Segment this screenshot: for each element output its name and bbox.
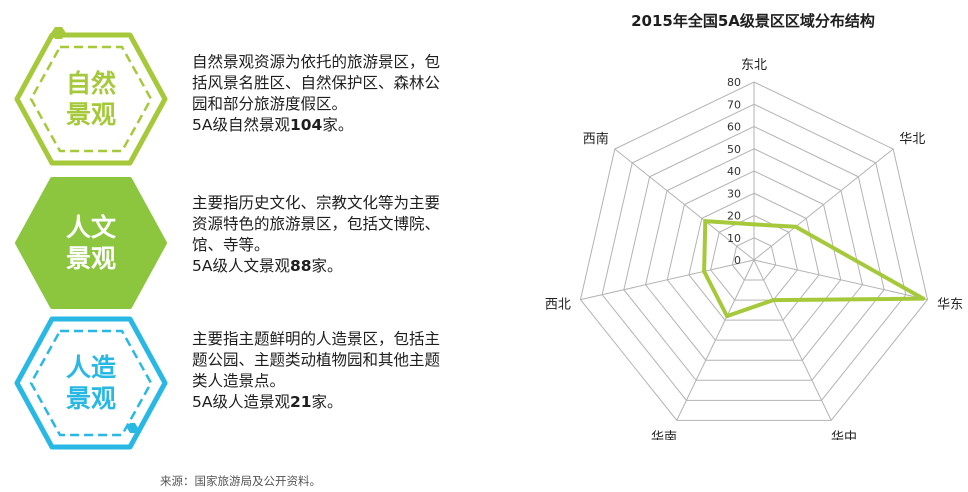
manmade-description: 主要指主题鲜明的人造景区，包括主 题公园、主题类动植物园和其他主题 类人造景点。… <box>192 329 497 413</box>
radar-series <box>702 219 926 319</box>
radar-axis-label: 华南 <box>651 430 677 440</box>
radar-grid <box>579 81 929 421</box>
cultural-desc-line: 资源特色的旅游景区，包括文博院、 <box>192 215 441 233</box>
radar-grid-ring <box>710 214 798 301</box>
radar-spoke <box>676 259 755 421</box>
radar-axis-label: 华北 <box>899 132 925 147</box>
manmade-badge-label: 人造 景观 <box>14 316 168 450</box>
cultural-badge-label: 人文 景观 <box>14 176 168 310</box>
cultural-title-line1: 人文 <box>65 212 116 242</box>
natural-desc-line: 园和部分旅游度假区。 <box>192 95 348 113</box>
radar-axis-label: 华东 <box>937 298 963 313</box>
natural-count-line: 5A级自然景观104家。 <box>192 115 497 136</box>
radar-data-point <box>724 314 729 319</box>
radar-grid-ring <box>623 125 885 381</box>
manmade-count-prefix: 5A级人造景观 <box>192 393 290 411</box>
manmade-desc-line: 题公园、主题类动植物园和其他主题 <box>192 351 441 369</box>
radar-chart: 2015年全国5A级景区区域分布结构 0 10 20 30 40 50 60 70 80 东北华… <box>545 12 963 440</box>
radar-data-point <box>771 298 776 303</box>
natural-title-line1: 自然 <box>65 68 116 98</box>
radar-data-point <box>793 224 798 229</box>
radar-tick-label: 20 <box>727 210 741 223</box>
radar-tick-label: 10 <box>727 232 741 245</box>
natural-desc-line: 括风景名胜区、自然保护区、森林公 <box>192 74 441 92</box>
cultural-desc-line: 主要指历史文化、宗教文化等为主要 <box>192 194 441 212</box>
radar-grid-ring <box>601 103 907 401</box>
radar-spoke <box>753 148 894 261</box>
radar-tick-label: 70 <box>727 98 741 111</box>
radar-data-point <box>921 296 926 301</box>
radar-spoke <box>580 259 755 301</box>
radar-series-line <box>702 219 926 319</box>
radar-tick-label: 30 <box>727 187 741 200</box>
radar-tick-label: 0 <box>734 254 741 267</box>
manmade-count-line: 5A级人造景观21家。 <box>192 392 497 413</box>
manmade-hex-badge: 人造 景观 <box>14 316 168 450</box>
radar-grid-ring <box>666 170 842 341</box>
natural-badge-label: 自然 景观 <box>14 32 168 166</box>
chart-title: 2015年全国5A级景区区域分布结构 <box>631 12 875 30</box>
manmade-count-value: 21 <box>289 393 312 411</box>
cultural-count-value: 88 <box>289 257 312 275</box>
cultural-description: 主要指历史文化、宗教文化等为主要 资源特色的旅游景区，包括文博院、 馆、寺等。 … <box>192 193 497 277</box>
natural-title-line2: 景观 <box>65 100 116 129</box>
radar-data-point <box>752 222 756 227</box>
radar-axis-label: 西北 <box>545 298 571 313</box>
radar-spoke <box>753 259 928 301</box>
manmade-desc-line: 主要指主题鲜明的人造景区，包括主 <box>192 330 441 348</box>
radar-tick-label: 60 <box>727 121 741 134</box>
radar-tick-label: 50 <box>727 143 741 156</box>
cultural-desc-line: 馆、寺等。 <box>192 236 270 254</box>
hexagon-filled-icon <box>15 177 167 309</box>
hexagon-outline-icon <box>14 316 168 450</box>
radar-grid-ring <box>644 148 864 361</box>
radar-axis-label: 西南 <box>583 131 609 147</box>
cultural-count-prefix: 5A级人文景观 <box>192 257 290 275</box>
radar-grid-ring <box>688 192 820 321</box>
natural-desc-line: 自然景观资源为依托的旅游景区，包 <box>192 53 441 71</box>
radar-spoke <box>753 259 832 421</box>
radar-axis-label: 华中 <box>831 431 857 440</box>
radar-axis-label: 东北 <box>741 58 767 73</box>
natural-count-suffix: 家。 <box>322 116 354 134</box>
manmade-title-line2: 景观 <box>65 384 116 413</box>
natural-count-value: 104 <box>289 116 323 134</box>
manmade-title-line1: 人造 <box>65 352 116 382</box>
manmade-desc-line: 类人造景点。 <box>192 372 286 390</box>
radar-data-point <box>703 219 708 224</box>
cultural-count-suffix: 家。 <box>311 257 343 275</box>
radar-spoke <box>614 148 755 261</box>
radar-grid-ring <box>731 237 777 281</box>
natural-hex-badge: 自然 景观 <box>14 27 168 166</box>
radar-grid-ring <box>579 81 929 421</box>
radar-tick-label: 80 <box>727 76 741 89</box>
natural-count-prefix: 5A级自然景观 <box>192 116 290 134</box>
radar-tick-labels: 0 10 20 30 40 50 60 70 80 <box>727 76 741 267</box>
cultural-title-line2: 景观 <box>65 244 116 273</box>
natural-description: 自然景观资源为依托的旅游景区，包 括风景名胜区、自然保护区、森林公 园和部分旅游… <box>192 52 497 136</box>
cultural-count-line: 5A级人文景观88家。 <box>192 256 497 277</box>
cultural-hex-badge: 人文 景观 <box>14 176 168 310</box>
hexagon-outline-icon <box>14 27 168 166</box>
radar-data-point <box>702 269 707 274</box>
manmade-count-suffix: 家。 <box>311 393 343 411</box>
source-note: 来源：国家旅游局及公开资料。 <box>160 474 321 488</box>
radar-tick-label: 40 <box>727 165 741 178</box>
